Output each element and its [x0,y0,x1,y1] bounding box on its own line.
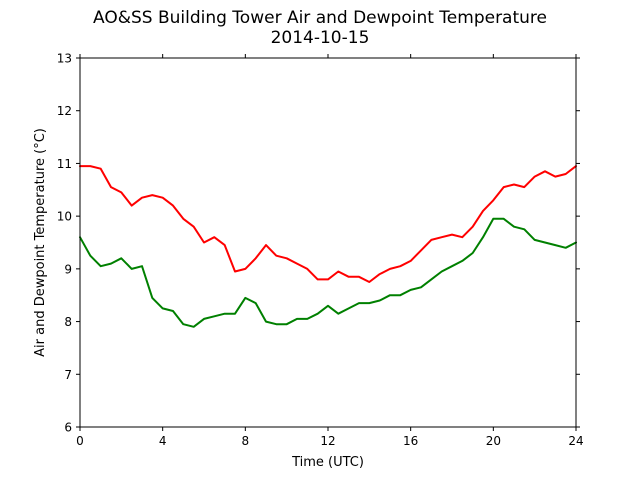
plot-frame [79,57,577,428]
y-tick-label: 12 [57,104,72,118]
series-line-0 [79,165,577,283]
x-tick-label: 20 [486,434,501,448]
x-axis: 0 4 8 12 16 20 24 [76,54,584,448]
y-tick-label: 13 [57,52,72,66]
y-tick-label: 9 [64,262,72,276]
x-tick-label: 4 [159,434,167,448]
x-tick-label: 0 [76,434,84,448]
x-tick-label: 8 [242,434,250,448]
y-tick-label: 11 [57,157,72,171]
x-tick-label: 16 [403,434,418,448]
y-axis-label: Air and Dewpoint Temperature (°C) [33,128,48,357]
y-axis: 6 7 8 9 10 11 12 13 [57,52,580,435]
x-tick-label: 24 [568,434,583,448]
x-tick-label: 12 [320,434,335,448]
y-tick-label: 7 [64,368,72,382]
series-line-1 [79,217,577,328]
x-axis-label: Time (UTC) [291,455,364,470]
chart-title: AO&SS Building Tower Air and Dewpoint Te… [92,8,547,28]
y-tick-label: 6 [64,421,72,435]
y-tick-label: 8 [64,315,72,329]
chart-subtitle: 2014-10-15 [270,28,370,48]
y-tick-label: 10 [57,210,72,224]
series-layer [79,165,577,328]
